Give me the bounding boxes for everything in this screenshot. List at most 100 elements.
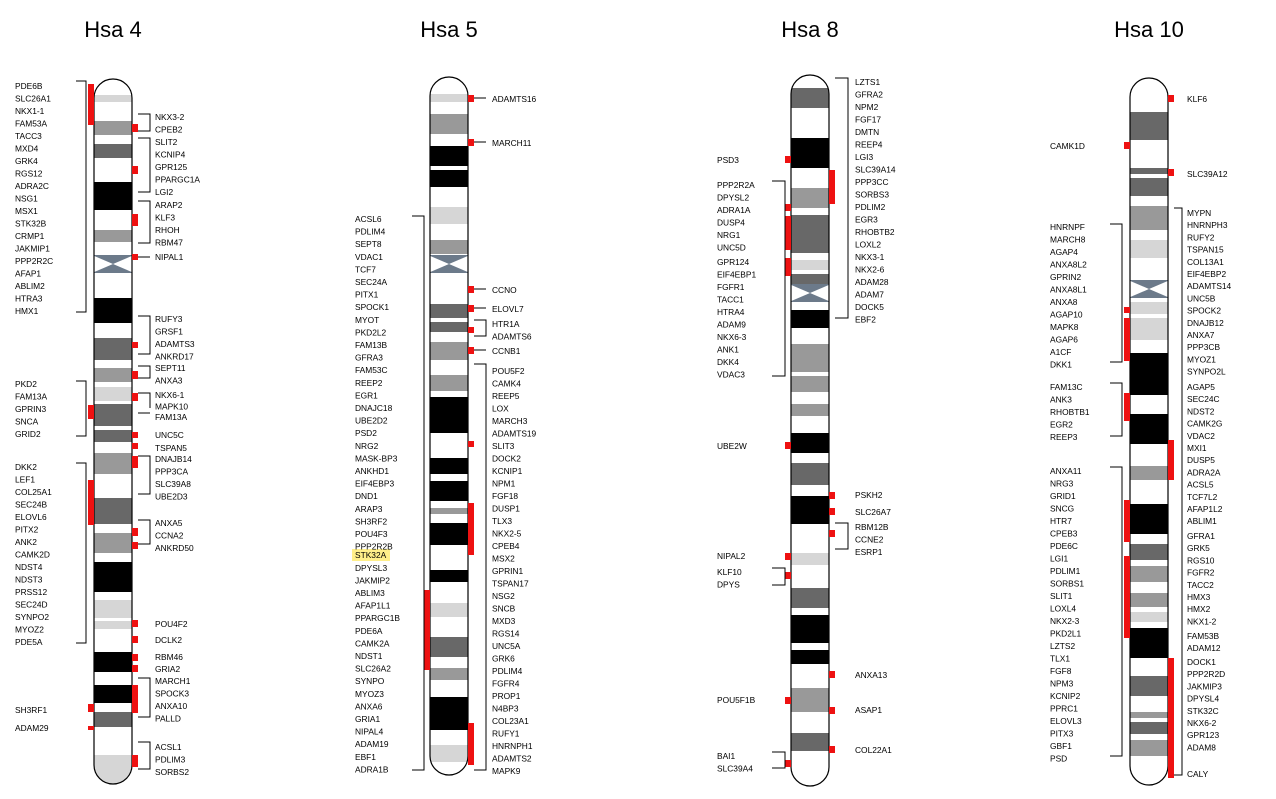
gene-group-right-12: POU4F2 [155, 619, 188, 629]
gene-group-right-15: GRIA2 [155, 664, 180, 674]
gene-label: ADAMTS6 [492, 332, 532, 342]
gene-label: DMTN [855, 127, 879, 137]
gene-group-right-7: POU5F2 CAMK4 REEP5 LOX MARCH3 ADAMTS19 S… [474, 363, 537, 776]
gene-label: KLF6 [1187, 94, 1207, 104]
gene-label: SPOCK1 [355, 302, 389, 312]
gene-label: NRG2 [355, 441, 379, 451]
gene-label: TSPAN15 [1187, 245, 1224, 255]
gene-label: REEP2 [355, 378, 383, 388]
gene-labels: PDE6B SLC26A1 NKX1-1 FAM53A TACC3 MXD4 G… [15, 80, 200, 777]
gene-label: FAM13C [1050, 382, 1083, 392]
gene-label: AGAP5 [1187, 382, 1215, 392]
gene-label: DNAJB12 [1187, 318, 1224, 328]
gene-label: RGS10 [1187, 555, 1215, 565]
gene-group-right-1: NKX3-2 CPEB2 [138, 112, 185, 135]
gene-label: RGS14 [492, 629, 520, 639]
gene-group-right-11: ANXA5 CCNA2 ANKRD50 [138, 518, 194, 553]
centromere [791, 284, 829, 293]
gene-label: SYNPO2 [15, 612, 49, 622]
gene-label: FGF17 [855, 115, 881, 125]
chromosome-title: Hsa 5 [420, 17, 477, 42]
gene-label: CRMP1 [15, 231, 45, 241]
gene-label: PDLIM2 [855, 202, 886, 212]
gene-label: GBF1 [1050, 741, 1072, 751]
gene-group-left-3: FAM13C ANK3 RHOBTB1 EGR2 REEP3 [1050, 382, 1123, 442]
gene-label: PITX1 [355, 290, 379, 300]
gene-label: ANXA11 [1050, 466, 1082, 476]
gene-label: NRG3 [1050, 479, 1074, 489]
gene-group-right-4: RBM12B CCNE2 ESRP1 [835, 522, 889, 557]
gene-label: PRSS12 [15, 587, 47, 597]
gene-group-left-2: PPP2R2A DPYSL2 ADRA1A DUSP4 NRG1 UNC5D G… [717, 180, 786, 380]
gene-label: FAM13A [155, 412, 188, 422]
gene-group-right-2: SLIT2 KCNIP4 GPR125 PPARGC1A LGI2 [138, 137, 200, 197]
gene-label: EIF4EBP2 [1187, 269, 1226, 279]
gene-label: HMX1 [15, 306, 39, 316]
band [94, 600, 132, 618]
gene-label: NKX3-2 [155, 112, 185, 122]
gene-label: DOCK2 [492, 454, 521, 464]
band [94, 230, 132, 242]
gene-label: PKD2L1 [1050, 629, 1082, 639]
gene-label: ADAMTS2 [492, 754, 532, 764]
band [94, 533, 132, 553]
gene-label: SLIT3 [492, 441, 515, 451]
gene-label: UNC5C [155, 430, 184, 440]
gene-label: DKK4 [717, 357, 739, 367]
gene-label: NIPAL4 [355, 727, 384, 737]
gene-label: RHOH [155, 225, 180, 235]
gene-label: PPP2R2A [717, 180, 755, 190]
gene-label: UNC5D [717, 243, 746, 253]
gene-label: COL13A1 [1187, 257, 1224, 267]
band [94, 498, 132, 524]
gene-label: PPRC1 [1050, 704, 1078, 714]
gene-label: ADRA1B [355, 764, 389, 774]
gene-label: ELOVL3 [1050, 716, 1082, 726]
gene-label: HNRNPH1 [492, 741, 533, 751]
gene-label: SLIT2 [155, 137, 178, 147]
gene-label: SLC26A2 [355, 664, 391, 674]
band [94, 685, 132, 703]
gene-label: PPARGC1A [155, 175, 200, 185]
gene-label: PPP3CC [855, 177, 889, 187]
gene-label: PPARGC1B [355, 613, 400, 623]
gene-label: TACC3 [15, 131, 42, 141]
gene-label: A1CF [1050, 347, 1071, 357]
gene-label: NRG1 [717, 230, 741, 240]
gene-label: COL25A1 [15, 487, 52, 497]
gene-label: LOX [492, 404, 509, 414]
gene-label: PDLIM1 [1050, 566, 1081, 576]
gene-label: ADAMTS3 [155, 339, 195, 349]
gene-label: MSX1 [15, 206, 38, 216]
gene-label: RHOBTB1 [1050, 407, 1090, 417]
gene-label: ADAM29 [15, 723, 49, 733]
gene-group-left-7: BAI1 SLC39A4 [717, 751, 786, 774]
gene-label: CAMK1D [1050, 141, 1085, 151]
gene-label: CPEB4 [492, 541, 520, 551]
gene-label: TLX1 [1050, 654, 1070, 664]
band [94, 298, 132, 323]
gene-label: NKX6-2 [1187, 718, 1217, 728]
gene-label: GRSF1 [155, 327, 183, 337]
gene-label: SLC39A4 [717, 764, 753, 774]
gene-label: MYOZ2 [15, 625, 44, 635]
gene-label: ABLIM3 [355, 588, 385, 598]
gene-group-right-3: ARAP2 KLF3 RHOH RBM47 [138, 200, 183, 248]
gene-label: PDLIM4 [492, 666, 523, 676]
gene-group-left-4: ANXA11 NRG3 GRID1 SNCG HTR7 CPEB3 PDE6C … [1050, 466, 1123, 764]
chromosome-title: Hsa 8 [781, 17, 838, 42]
gene-label: PSD2 [355, 428, 377, 438]
gene-label: SEPT11 [155, 363, 186, 373]
gene-label: CAMK2G [1187, 419, 1222, 429]
gene-label: HTR7 [1050, 516, 1072, 526]
gene-label: TACC1 [717, 295, 744, 305]
gene-label: PDE6A [355, 626, 383, 636]
ideogram [791, 75, 829, 786]
gene-label: DOCK1 [1187, 657, 1216, 667]
gene-label: KCNIP4 [155, 150, 186, 160]
gene-label: UBE2D2 [355, 416, 388, 426]
gene-label: DPYS [717, 580, 740, 590]
gene-label: PPP3CA [155, 467, 188, 477]
gene-label: HMX2 [1187, 604, 1211, 614]
